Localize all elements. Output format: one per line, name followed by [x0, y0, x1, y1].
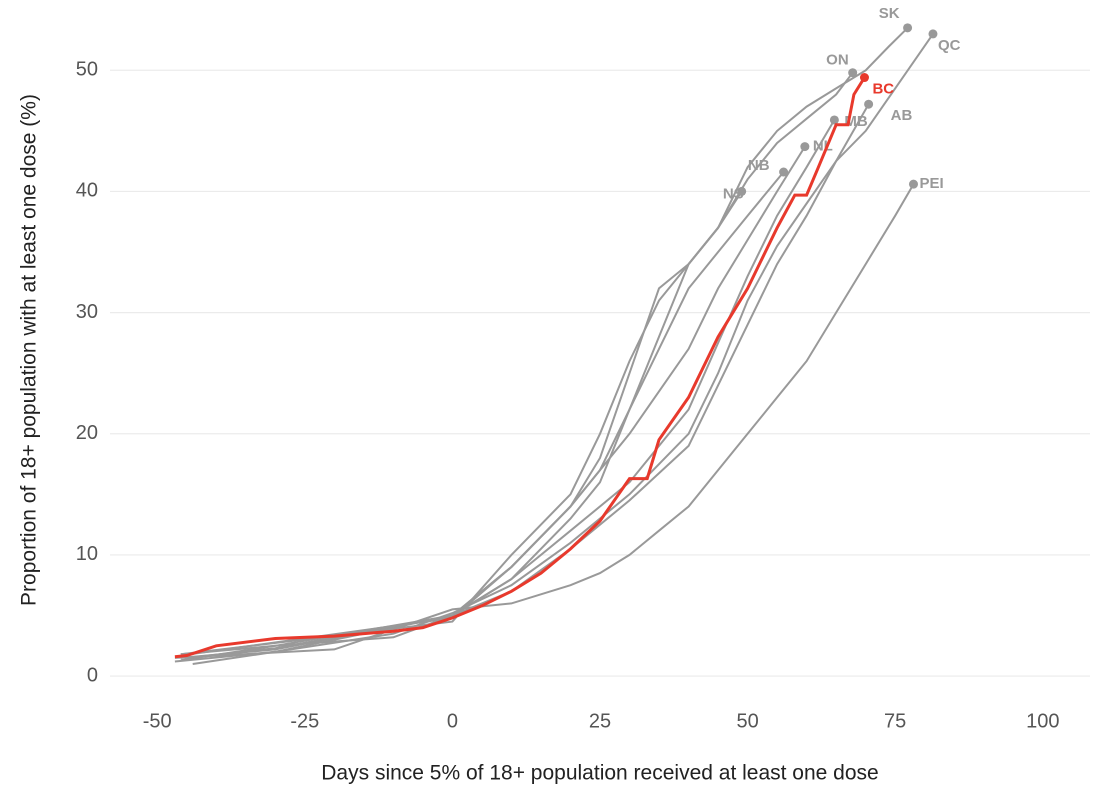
y-tick-label: 50: [76, 59, 98, 81]
x-tick-label: 0: [447, 710, 458, 732]
series-line: [180, 190, 743, 656]
series-label: NB: [748, 157, 770, 174]
end-point: [848, 68, 858, 78]
end-point: [859, 73, 869, 83]
series-label: QC: [938, 37, 961, 54]
series-label: ON: [826, 52, 849, 69]
series-label: SK: [879, 5, 900, 22]
x-tick-label: 100: [1026, 710, 1059, 732]
series-label: BC: [872, 81, 894, 98]
end-point: [800, 142, 810, 152]
end-point: [829, 115, 839, 125]
x-tick-label: 25: [589, 710, 611, 732]
series-label: AB: [891, 107, 913, 124]
end-point: [928, 29, 938, 39]
y-tick-label: 40: [76, 180, 98, 202]
series-label: PEI: [919, 175, 943, 192]
y-axis-title: Proportion of 18+ population with at lea…: [18, 94, 41, 606]
x-tick-label: 75: [884, 710, 906, 732]
series-label: NS: [723, 185, 744, 202]
end-point: [903, 23, 913, 33]
series-line: [174, 33, 934, 663]
y-tick-label: 20: [76, 422, 98, 444]
series-line: [192, 119, 836, 665]
end-point: [779, 167, 789, 177]
end-point: [864, 99, 874, 109]
series-line: [180, 171, 785, 657]
x-tick-label: -50: [143, 710, 172, 732]
series-line: [174, 183, 915, 659]
x-axis-title: Days since 5% of 18+ population received…: [321, 762, 878, 785]
end-point: [908, 179, 918, 189]
x-tick-label: -25: [290, 710, 319, 732]
x-tick-label: 50: [736, 710, 758, 732]
end-point: [737, 186, 747, 196]
series-line: [174, 76, 866, 659]
series-line: [180, 27, 909, 662]
y-tick-label: 0: [87, 664, 98, 686]
y-tick-label: 10: [76, 543, 98, 565]
y-tick-label: 30: [76, 301, 98, 323]
